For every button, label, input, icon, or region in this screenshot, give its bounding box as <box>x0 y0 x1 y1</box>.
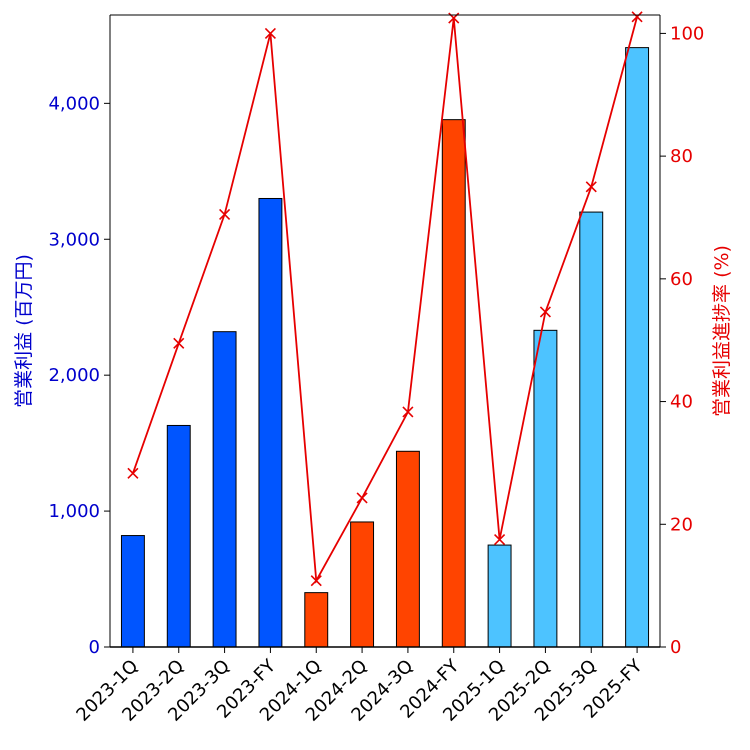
progress-point-2024-3Q <box>402 406 414 418</box>
plot-area <box>110 15 660 647</box>
bar-2024-2Q <box>350 521 375 648</box>
progress-point-2025-1Q <box>494 534 506 546</box>
progress-point-2025-2Q <box>539 306 551 318</box>
bar-2024-3Q <box>395 450 420 648</box>
bar-2024-1Q <box>304 592 329 648</box>
bar-2023-2Q <box>166 424 191 648</box>
right-tick-label: 60 <box>670 269 693 290</box>
bar-2023-FY <box>258 197 283 648</box>
bar-2025-3Q <box>579 211 604 648</box>
bar-2025-FY <box>625 47 650 648</box>
progress-point-2024-2Q <box>356 492 368 504</box>
progress-point-2025-3Q <box>585 181 597 193</box>
left-tick-label: 1,000 <box>48 501 100 522</box>
left-tick-label: 2,000 <box>48 365 100 386</box>
progress-point-2023-FY <box>264 27 276 39</box>
progress-point-2024-1Q <box>310 575 322 587</box>
bar-2023-1Q <box>120 535 145 648</box>
bar-2025-2Q <box>533 329 558 648</box>
bar-2025-1Q <box>487 544 512 648</box>
progress-point-2023-3Q <box>219 208 231 220</box>
right-tick-label: 100 <box>670 23 704 44</box>
progress-line <box>132 16 638 584</box>
y2-axis-label: 営業利益進捗率 (%) <box>711 245 733 417</box>
progress-point-2023-1Q <box>127 467 139 479</box>
left-tick-label: 4,000 <box>48 93 100 114</box>
progress-point-2025-FY <box>631 11 643 23</box>
progress-point-2023-2Q <box>173 337 185 349</box>
right-tick-label: 40 <box>670 392 693 413</box>
y-axis-label: 営業利益 (百万円) <box>13 254 35 408</box>
left-tick-label: 3,000 <box>48 229 100 250</box>
right-tick-label: 80 <box>670 146 693 167</box>
left-tick-label: 0 <box>89 637 100 658</box>
right-tick-label: 0 <box>670 637 681 658</box>
bar-2023-3Q <box>212 331 237 648</box>
bar-2024-FY <box>441 119 466 648</box>
right-tick-label: 20 <box>670 514 693 535</box>
